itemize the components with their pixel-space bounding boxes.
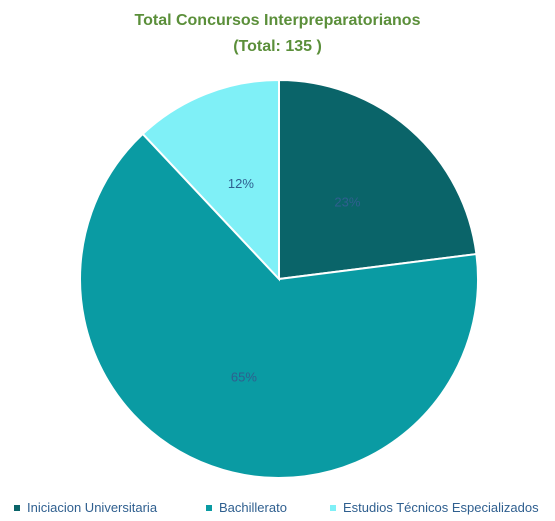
legend-item-iniciacion-universitaria: Iniciacion Universitaria [14,500,157,515]
legend-swatch [14,504,20,511]
chart-subtitle: (Total: 135 ) [233,38,322,55]
pie-data-label-1: 65% [231,369,257,384]
pie-data-label-2: 12% [228,176,254,191]
chart-title: Total Concursos Interpreparatorianos [134,12,421,29]
legend-swatch [330,504,336,511]
pie-slice-1 [79,132,479,479]
legend-label: Estudios Técnicos Especializados [343,500,539,515]
chart-legend: Iniciacion Universitaria Bachillerato Es… [0,500,555,518]
pie-data-label-0: 23% [334,194,360,209]
legend-swatch [206,504,212,511]
legend-label: Bachillerato [219,500,287,515]
legend-item-bachillerato: Bachillerato [206,500,287,515]
pie-slice-0 [278,78,478,281]
pie-slice-2 [141,78,280,282]
legend-label: Iniciacion Universitaria [27,500,158,515]
legend-item-estudios-tecnicos: Estudios Técnicos Especializados [330,500,539,515]
